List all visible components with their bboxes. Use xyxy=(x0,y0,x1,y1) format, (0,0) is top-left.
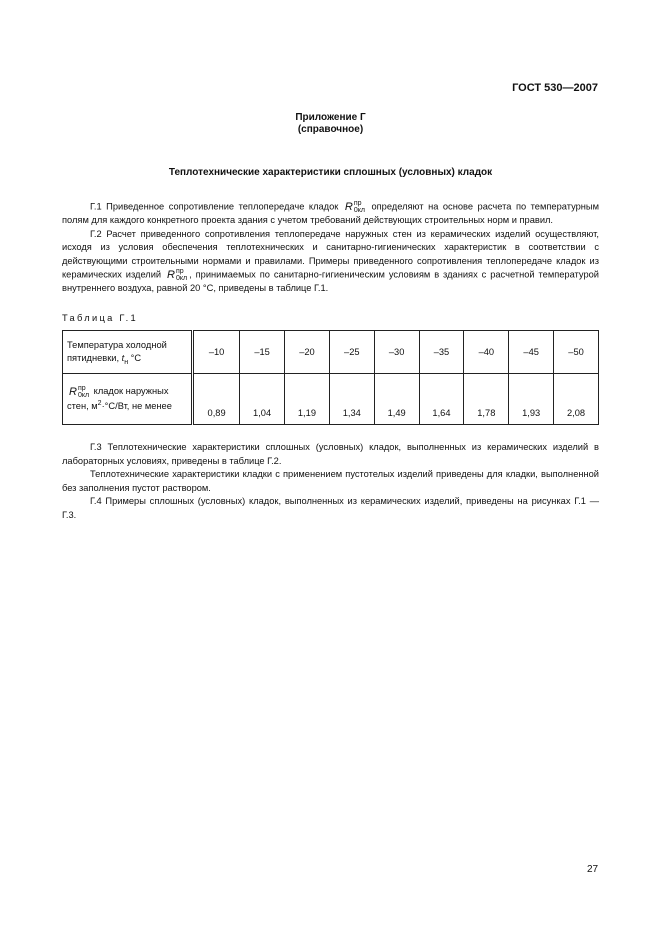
cell: 0,89 xyxy=(191,373,241,426)
paragraph-g2: Г.2 Расчет приведенного сопротивления те… xyxy=(62,228,599,296)
page-content: Приложение Г (справочное) Теплотехническ… xyxy=(62,112,599,523)
section-title: Теплотехнические характеристики сплошных… xyxy=(168,167,493,178)
appendix-title: Приложение Г xyxy=(295,112,366,123)
cell: 1,93 xyxy=(508,373,555,426)
r-base: R xyxy=(69,385,77,398)
appendix-subtitle: (справочное) xyxy=(297,124,364,135)
g1-text-a: Г.1 Приведенное сопротивление теплоперед… xyxy=(90,201,343,212)
cell: –20 xyxy=(284,330,330,375)
r-sup: пр xyxy=(353,200,362,207)
cell: –50 xyxy=(553,330,599,375)
r-indices: пр 0кл xyxy=(176,268,187,282)
label-text: Температура холодной пятидневки, xyxy=(67,340,167,364)
r-sup: пр xyxy=(176,268,184,276)
intro-paragraphs: Г.1 Приведенное сопротивление теплоперед… xyxy=(62,200,599,296)
cell: –15 xyxy=(239,330,286,375)
r-sub: 0кл xyxy=(176,275,188,283)
cell: –25 xyxy=(328,330,375,375)
cell: –30 xyxy=(373,330,420,375)
g2-text-a: Г.2 Расчет приведенного сопротивления те… xyxy=(62,228,599,280)
cell: –40 xyxy=(463,330,510,375)
paragraph-g3: Г.3 Теплотехнические характеристики спло… xyxy=(62,442,599,466)
r-sub: 0кл xyxy=(353,207,365,214)
cell: 1,19 xyxy=(284,373,330,426)
label-text: кладок наружных стен, м xyxy=(67,386,169,412)
r-base: R xyxy=(344,201,353,213)
cell: 2,08 xyxy=(553,373,599,426)
t-sub: н xyxy=(124,358,129,366)
label-unit: °С xyxy=(128,353,142,364)
cell: –10 xyxy=(191,330,241,375)
cell: 1,49 xyxy=(373,373,420,426)
r-indices: пр 0кл xyxy=(354,200,365,214)
r-sub: 0кл xyxy=(77,391,90,399)
cell: 1,34 xyxy=(328,373,375,426)
g1-text-b: определяют на основе расчета по температ… xyxy=(62,201,599,226)
table-g1: Температура холодной пятидневки, tн °С –… xyxy=(62,330,599,426)
after-table-paragraphs: Г.3 Теплотехнические характеристики спло… xyxy=(62,441,599,523)
g2-text-b: , принимаемых по санитарно-гигиеническим… xyxy=(62,269,599,294)
cell: 1,64 xyxy=(418,373,465,426)
cell: 1,78 xyxy=(463,373,510,426)
page-number: 27 xyxy=(587,864,599,875)
row-header-temperature: Температура холодной пятидневки, tн °С xyxy=(62,330,194,375)
label-sup: 2 xyxy=(97,399,102,407)
cell: –35 xyxy=(418,330,465,375)
cell: –45 xyxy=(508,330,555,375)
table-caption: Таблица Г.1 xyxy=(62,313,138,324)
label-unit: ·°С/Вт, не менее xyxy=(101,401,172,412)
table-row-temperature: Температура холодной пятидневки, tн °С –… xyxy=(62,330,599,375)
r-sup: пр xyxy=(77,384,86,392)
r-indices: пр 0кл xyxy=(78,385,89,399)
r-base: R xyxy=(167,269,175,282)
paragraph-g1: Г.1 Приведенное сопротивление теплоперед… xyxy=(62,200,599,228)
paragraph-g3b: Теплотехнические характеристики кладки с… xyxy=(62,469,599,493)
standard-number: ГОСТ 530—2007 xyxy=(512,82,598,94)
cell: 1,04 xyxy=(239,373,286,426)
paragraph-g4: Г.4 Примеры сплошных (условных) кладок, … xyxy=(62,496,599,521)
t-symbol: t xyxy=(121,353,125,364)
